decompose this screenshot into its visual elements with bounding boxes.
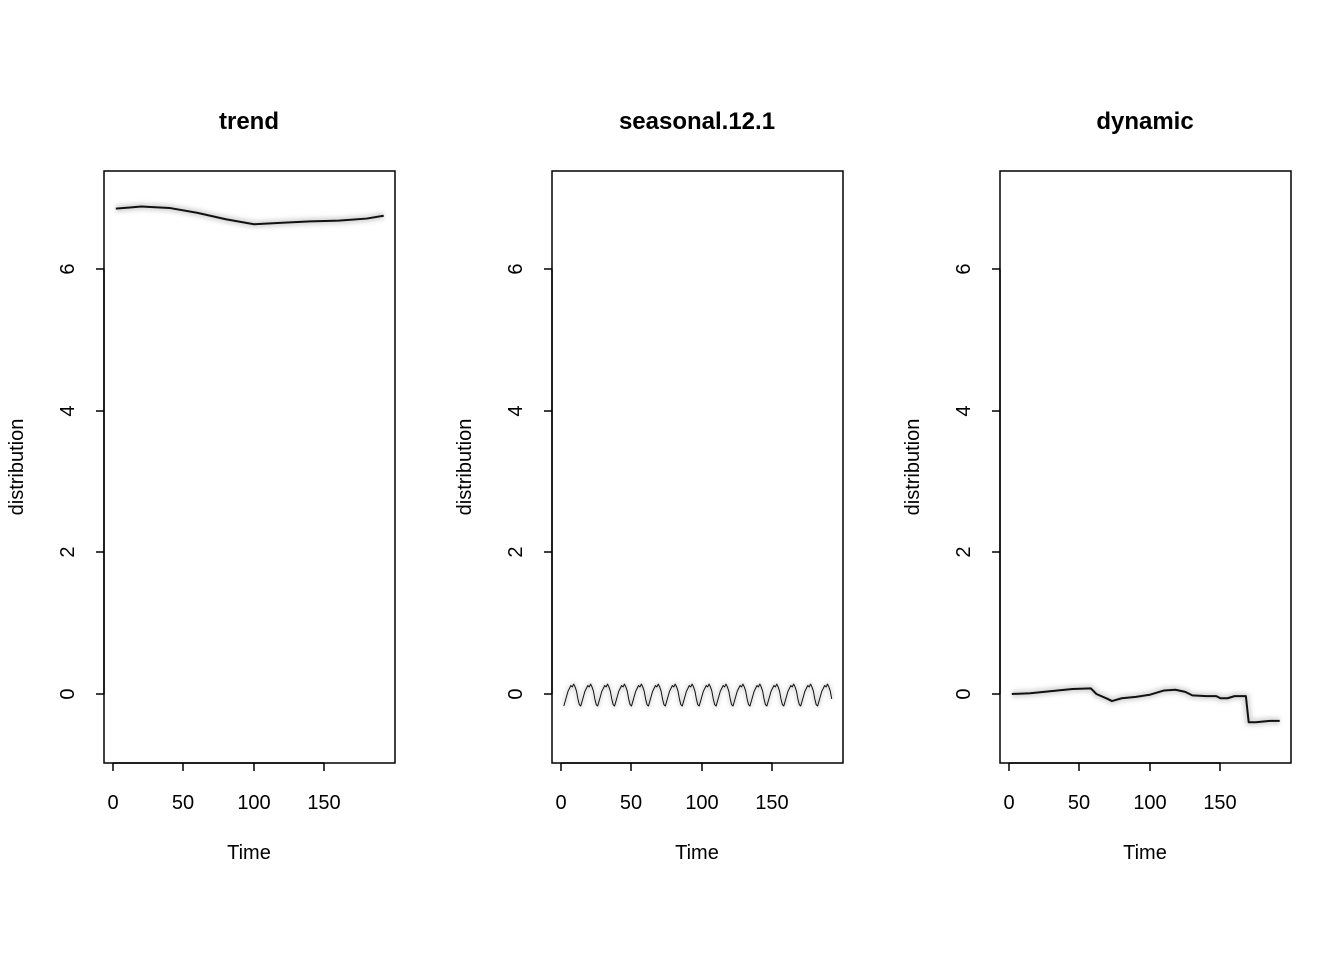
panel-trend: trend 0 50 100 150 0 2 4 6 Time distribu… xyxy=(6,108,396,864)
series-layer xyxy=(562,682,834,708)
y-tick-label: 4 xyxy=(505,405,527,416)
plot-frame xyxy=(999,170,1292,764)
y-axis-label: distribution xyxy=(902,419,924,516)
y-ticks: 0 2 4 6 xyxy=(505,263,552,700)
x-tick-label: 50 xyxy=(172,792,194,814)
y-tick-label: 6 xyxy=(57,263,79,274)
x-tick-label: 50 xyxy=(1068,792,1090,814)
x-axis-label: Time xyxy=(1123,842,1167,864)
y-tick-label: 4 xyxy=(57,405,79,416)
x-tick-label: 100 xyxy=(685,792,718,814)
x-ticks: 0 50 100 150 xyxy=(1003,763,1237,814)
panel-dynamic: dynamic 0 50 100 150 0 2 4 6 Time distri… xyxy=(902,108,1292,864)
y-tick-label: 0 xyxy=(57,688,79,699)
series-line xyxy=(115,205,384,226)
y-axis-label: distribution xyxy=(6,419,28,516)
y-axis-label: distribution xyxy=(454,419,476,516)
plot-frame xyxy=(551,170,844,764)
y-tick-label: 0 xyxy=(953,688,975,699)
x-tick-label: 0 xyxy=(1003,792,1014,814)
x-tick-label: 150 xyxy=(755,792,788,814)
series-layer xyxy=(115,203,385,228)
x-tick-label: 0 xyxy=(555,792,566,814)
x-tick-label: 100 xyxy=(1133,792,1166,814)
panel-seasonal: seasonal.12.1 0 50 100 150 0 2 4 6 Time … xyxy=(454,108,844,864)
y-tick-label: 6 xyxy=(505,263,527,274)
panel-title: seasonal.12.1 xyxy=(619,108,775,135)
x-tick-label: 150 xyxy=(307,792,340,814)
x-axis-label: Time xyxy=(675,842,719,864)
y-tick-label: 4 xyxy=(953,405,975,416)
panel-title: dynamic xyxy=(1096,108,1193,135)
series-layer xyxy=(1011,684,1280,726)
series-line xyxy=(1011,687,1280,724)
x-tick-label: 50 xyxy=(620,792,642,814)
x-ticks: 0 50 100 150 xyxy=(107,763,341,814)
y-tick-label: 2 xyxy=(57,546,79,557)
x-axis-label: Time xyxy=(227,842,271,864)
y-tick-label: 6 xyxy=(953,263,975,274)
y-tick-label: 0 xyxy=(505,688,527,699)
y-ticks: 0 2 4 6 xyxy=(57,263,104,700)
y-tick-label: 2 xyxy=(505,546,527,557)
x-ticks: 0 50 100 150 xyxy=(555,763,789,814)
panel-title: trend xyxy=(219,108,279,135)
y-tick-label: 2 xyxy=(953,546,975,557)
plot-frame xyxy=(103,170,396,764)
x-tick-label: 0 xyxy=(107,792,118,814)
series-line xyxy=(563,683,833,707)
x-tick-label: 100 xyxy=(237,792,270,814)
series-band xyxy=(115,203,385,228)
series-band xyxy=(1011,684,1280,726)
y-ticks: 0 2 4 6 xyxy=(953,263,1000,700)
x-tick-label: 150 xyxy=(1203,792,1236,814)
